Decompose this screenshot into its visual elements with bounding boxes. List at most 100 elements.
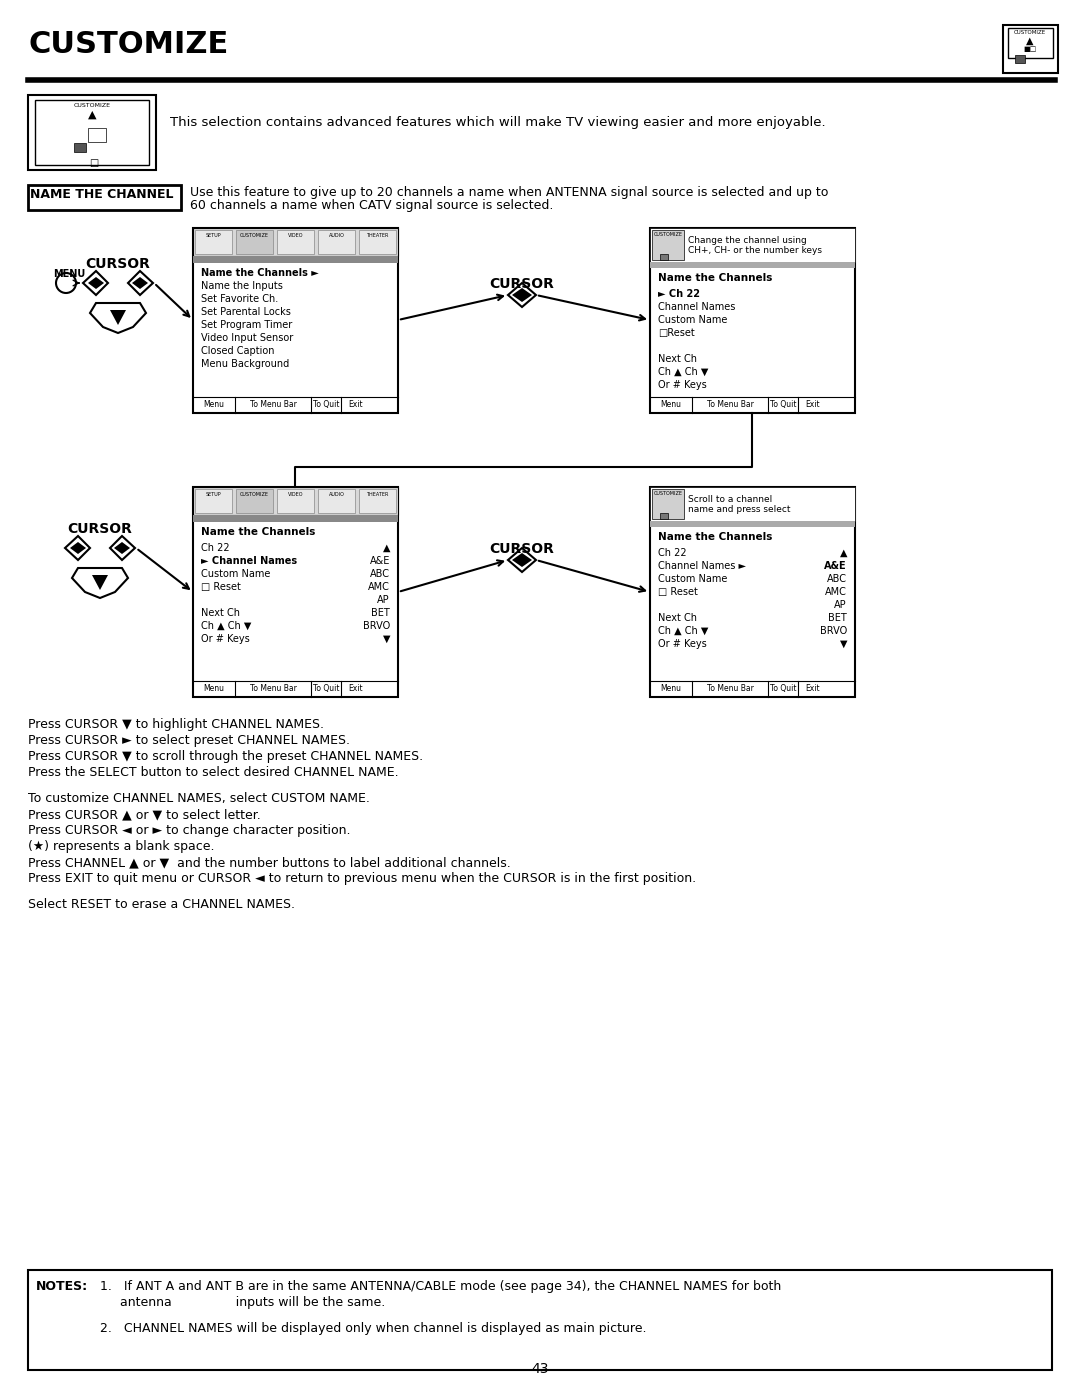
Bar	[193, 488, 399, 697]
Text: □Reset: □Reset	[658, 328, 694, 338]
Text: ABC: ABC	[827, 574, 847, 584]
Bar	[650, 228, 855, 263]
Text: To Menu Bar: To Menu Bar	[249, 685, 296, 693]
Bar	[1015, 54, 1025, 63]
Bar	[660, 254, 669, 260]
Text: Ch 22: Ch 22	[658, 548, 687, 557]
Circle shape	[208, 500, 218, 510]
Circle shape	[72, 127, 87, 142]
Text: Name the Inputs: Name the Inputs	[201, 281, 283, 291]
Bar	[359, 231, 396, 254]
Polygon shape	[65, 536, 90, 560]
Text: Press the SELECT button to select desired CHANNEL NAME.: Press the SELECT button to select desire…	[28, 766, 399, 780]
Text: Custom Name: Custom Name	[201, 569, 270, 578]
Bar	[195, 231, 232, 254]
Text: Exit: Exit	[806, 400, 821, 409]
Text: 1.   If ANT A and ANT B are in the same ANTENNA/CABLE mode (see page 34), the CH: 1. If ANT A and ANT B are in the same AN…	[100, 1280, 781, 1294]
Text: Next Ch: Next Ch	[658, 353, 697, 365]
Polygon shape	[90, 303, 146, 332]
Text: 2.   CHANNEL NAMES will be displayed only when channel is displayed as main pict: 2. CHANNEL NAMES will be displayed only …	[100, 1322, 647, 1336]
Text: CURSOR: CURSOR	[489, 542, 554, 556]
Text: CUSTOMIZE: CUSTOMIZE	[240, 492, 269, 497]
Text: BET: BET	[372, 608, 390, 617]
Text: Ch ▲ Ch ▼: Ch ▲ Ch ▼	[658, 367, 708, 377]
Text: VIDEO: VIDEO	[287, 233, 303, 237]
Bar	[28, 95, 156, 170]
Polygon shape	[512, 553, 532, 567]
Text: Closed Caption: Closed Caption	[201, 346, 274, 356]
Bar	[237, 489, 273, 513]
Bar	[318, 489, 355, 513]
Polygon shape	[83, 271, 108, 295]
Text: Channel Names: Channel Names	[658, 302, 735, 312]
Text: To Quit: To Quit	[313, 400, 339, 409]
Text: Menu: Menu	[661, 685, 681, 693]
Text: NAME THE CHANNEL: NAME THE CHANNEL	[30, 189, 174, 201]
Text: AP: AP	[377, 595, 390, 605]
Bar	[193, 256, 399, 263]
Circle shape	[291, 500, 300, 510]
Text: Scroll to a channel: Scroll to a channel	[688, 495, 772, 504]
Bar	[650, 521, 855, 527]
Text: A&E: A&E	[369, 556, 390, 566]
Text: THEATER: THEATER	[366, 233, 389, 237]
Polygon shape	[110, 310, 126, 326]
Text: BET: BET	[828, 613, 847, 623]
Text: ▲: ▲	[87, 110, 96, 120]
Text: Menu Background: Menu Background	[201, 359, 289, 369]
Text: Press CURSOR ▲ or ▼ to select letter.: Press CURSOR ▲ or ▼ to select letter.	[28, 807, 260, 821]
Text: SETUP: SETUP	[205, 492, 221, 497]
Text: Or # Keys: Or # Keys	[658, 638, 706, 650]
Text: Menu: Menu	[661, 400, 681, 409]
Bar	[276, 231, 314, 254]
Polygon shape	[132, 277, 148, 289]
Circle shape	[332, 242, 341, 251]
Text: Exit: Exit	[349, 400, 363, 409]
Text: Name the Channels: Name the Channels	[201, 527, 315, 536]
Text: ▲: ▲	[382, 543, 390, 553]
Text: BRVO: BRVO	[363, 622, 390, 631]
Circle shape	[291, 242, 300, 251]
Text: CUSTOMIZE: CUSTOMIZE	[28, 29, 228, 59]
Text: 43: 43	[531, 1362, 549, 1376]
Text: To Menu Bar: To Menu Bar	[706, 400, 754, 409]
Text: CUSTOMIZE: CUSTOMIZE	[653, 232, 683, 237]
Circle shape	[373, 242, 382, 251]
Circle shape	[249, 242, 259, 251]
Text: CUSTOMIZE: CUSTOMIZE	[73, 103, 110, 108]
Text: SETUP: SETUP	[205, 233, 221, 237]
Polygon shape	[508, 284, 536, 307]
Circle shape	[658, 242, 670, 254]
Text: Next Ch: Next Ch	[658, 613, 697, 623]
Circle shape	[1015, 45, 1025, 54]
Text: Menu: Menu	[203, 400, 225, 409]
Bar	[28, 1270, 1052, 1370]
Text: Select RESET to erase a CHANNEL NAMES.: Select RESET to erase a CHANNEL NAMES.	[28, 898, 295, 911]
Bar	[318, 231, 355, 254]
Bar	[193, 515, 399, 522]
Text: □ Reset: □ Reset	[201, 583, 241, 592]
Bar	[650, 228, 855, 414]
Bar	[87, 129, 106, 142]
Bar	[359, 489, 396, 513]
Bar	[237, 231, 273, 254]
Text: This selection contains advanced features which will make TV viewing easier and : This selection contains advanced feature…	[170, 116, 825, 129]
Text: CUSTOMIZE: CUSTOMIZE	[653, 490, 683, 496]
Text: Ch ▲ Ch ▼: Ch ▲ Ch ▼	[658, 626, 708, 636]
Text: ▲: ▲	[839, 548, 847, 557]
Bar	[650, 263, 855, 268]
Text: Set Parental Locks: Set Parental Locks	[201, 307, 291, 317]
Text: Name the Channels: Name the Channels	[658, 532, 772, 542]
Text: To customize CHANNEL NAMES, select CUSTOM NAME.: To customize CHANNEL NAMES, select CUSTO…	[28, 792, 369, 805]
Bar	[276, 489, 314, 513]
Text: Menu: Menu	[203, 685, 225, 693]
Text: CUSTOMIZE: CUSTOMIZE	[1014, 29, 1047, 35]
Bar	[193, 488, 399, 515]
Text: To Quit: To Quit	[770, 400, 796, 409]
Text: Set Program Timer: Set Program Timer	[201, 320, 293, 330]
Text: Exit: Exit	[806, 685, 821, 693]
Text: CURSOR: CURSOR	[68, 522, 133, 536]
Text: Ch 22: Ch 22	[201, 543, 230, 553]
Polygon shape	[508, 548, 536, 571]
Text: Custom Name: Custom Name	[658, 574, 727, 584]
